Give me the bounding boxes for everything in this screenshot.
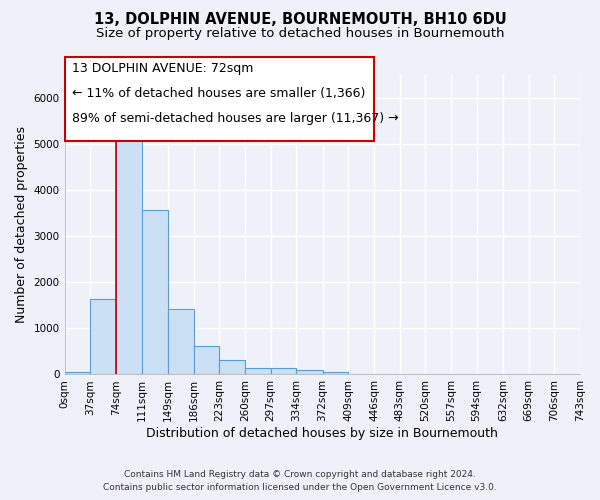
Text: 13, DOLPHIN AVENUE, BOURNEMOUTH, BH10 6DU: 13, DOLPHIN AVENUE, BOURNEMOUTH, BH10 6D… <box>94 12 506 28</box>
Text: 89% of semi-detached houses are larger (11,367) →: 89% of semi-detached houses are larger (… <box>72 112 399 126</box>
Y-axis label: Number of detached properties: Number of detached properties <box>15 126 28 323</box>
Bar <box>142 210 168 374</box>
Bar <box>168 309 194 374</box>
Bar <box>323 372 348 374</box>
Text: ← 11% of detached houses are smaller (1,366): ← 11% of detached houses are smaller (1,… <box>72 87 365 100</box>
Text: 13 DOLPHIN AVENUE: 72sqm: 13 DOLPHIN AVENUE: 72sqm <box>72 62 254 74</box>
Bar <box>194 346 219 374</box>
Bar <box>245 368 271 374</box>
Bar <box>116 140 142 374</box>
Bar <box>90 300 116 374</box>
FancyBboxPatch shape <box>65 57 374 141</box>
Text: Contains HM Land Registry data © Crown copyright and database right 2024.
Contai: Contains HM Land Registry data © Crown c… <box>103 470 497 492</box>
X-axis label: Distribution of detached houses by size in Bournemouth: Distribution of detached houses by size … <box>146 427 498 440</box>
Bar <box>271 368 296 374</box>
Text: Size of property relative to detached houses in Bournemouth: Size of property relative to detached ho… <box>96 28 504 40</box>
Bar <box>219 360 245 374</box>
Bar <box>65 372 90 374</box>
Bar <box>296 370 323 374</box>
